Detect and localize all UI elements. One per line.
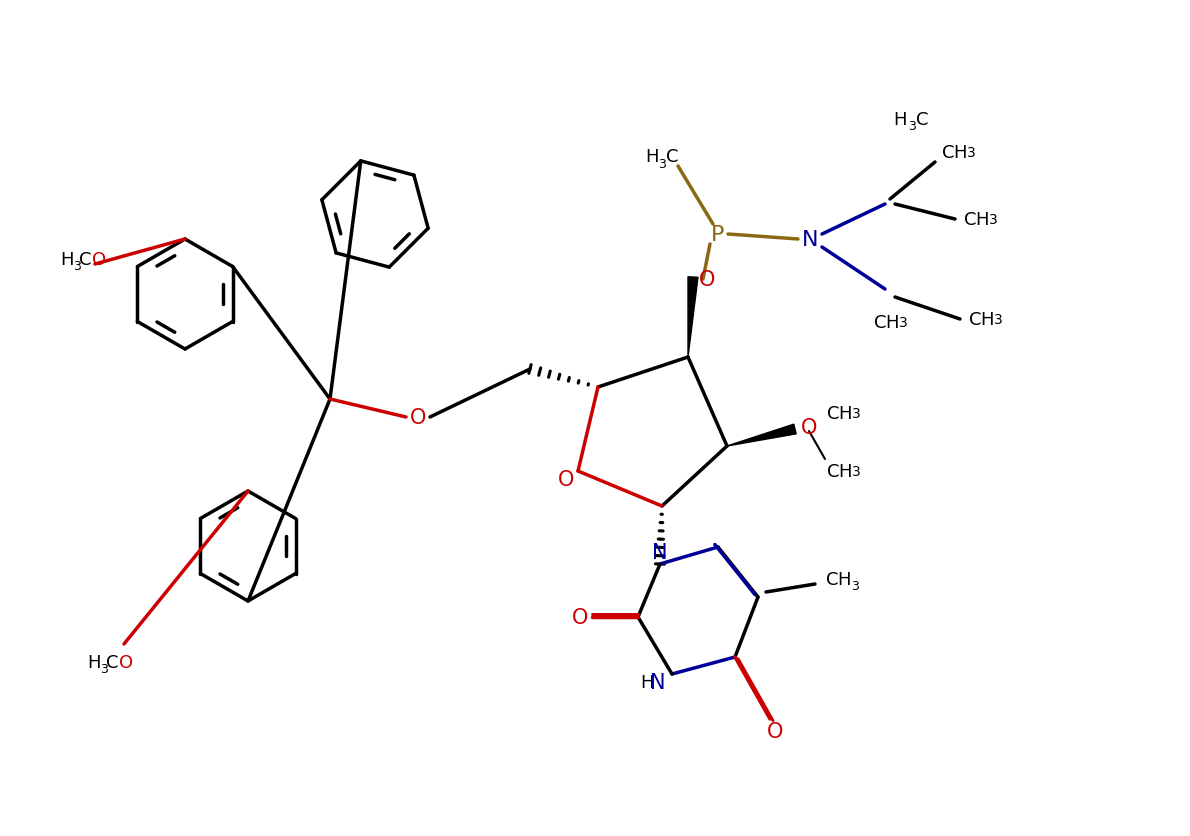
Polygon shape [727,425,796,446]
Text: C: C [916,111,928,129]
Text: O: O [409,407,426,427]
Text: H: H [981,311,994,329]
Text: 3: 3 [989,212,997,227]
Text: 3: 3 [100,663,108,675]
Text: H: H [838,405,852,422]
Text: 3: 3 [966,145,976,160]
Text: H: H [645,148,659,166]
Text: C: C [969,311,982,329]
Polygon shape [688,278,699,358]
Text: C: C [827,462,839,481]
Text: O: O [801,417,818,437]
Text: O: O [699,270,715,289]
Text: H: H [953,144,966,162]
Text: 3: 3 [852,465,860,478]
Text: H: H [838,570,851,589]
Text: C: C [665,148,678,166]
Text: H: H [885,314,898,332]
Text: O: O [119,653,133,671]
Text: H: H [61,251,74,268]
Text: N: N [650,672,665,692]
Text: 3: 3 [908,120,916,132]
Text: 3: 3 [898,316,908,329]
Text: N: N [652,543,668,563]
Text: O: O [766,721,783,741]
Text: 3: 3 [73,259,81,273]
Text: O: O [572,607,588,627]
Text: O: O [558,470,575,489]
Text: H: H [640,673,653,691]
Text: 3: 3 [851,579,859,592]
Text: H: H [87,653,101,671]
Text: C: C [964,211,976,229]
Text: 3: 3 [658,157,666,171]
Text: H: H [894,111,907,129]
Text: C: C [826,570,838,589]
Text: 3: 3 [852,406,860,421]
Text: C: C [941,144,954,162]
Text: O: O [92,251,106,268]
Text: C: C [106,653,118,671]
Text: H: H [838,462,852,481]
Text: C: C [827,405,839,422]
Text: N: N [802,230,819,250]
Text: C: C [79,251,92,268]
Text: 3: 3 [994,313,1002,327]
Text: C: C [873,314,887,332]
Text: P: P [712,225,725,245]
Text: H: H [976,211,989,229]
